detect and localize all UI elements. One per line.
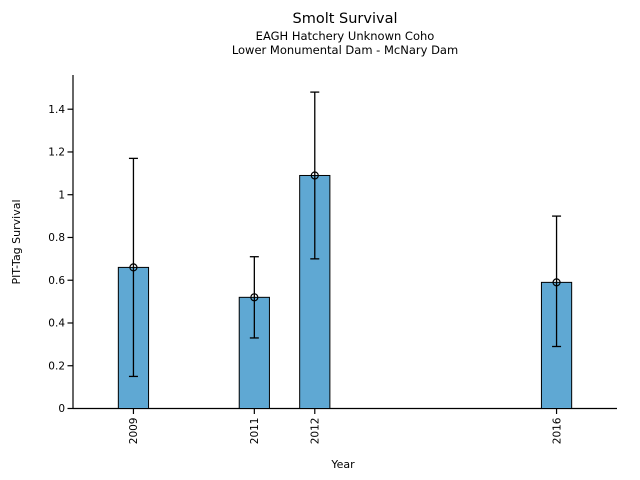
point-marker-2011 [250, 293, 259, 302]
point-marker-2009 [129, 263, 138, 272]
x-tick-label: 2009 [128, 418, 140, 445]
x-axis-label: Year [330, 458, 355, 471]
y-tick-label: 1.4 [48, 104, 65, 116]
y-tick-label: 0.2 [48, 360, 65, 372]
y-axis-label: PIT-Tag Survival [10, 199, 23, 284]
x-tick-label: 2012 [309, 418, 321, 445]
chart-title: Smolt Survival [292, 11, 398, 27]
y-tick-label: 0 [58, 403, 65, 415]
y-tick-label: 1.2 [48, 147, 65, 159]
point-marker-2012 [310, 171, 319, 180]
y-tick-label: 0.6 [48, 275, 65, 287]
y-tick-label: 1 [58, 189, 65, 201]
point-marker-2016 [552, 278, 561, 287]
y-tick-label: 0.4 [48, 318, 65, 330]
chart-header: Smolt Survival EAGH Hatchery Unknown Coh… [73, 10, 617, 57]
chart-subtitle-line1: EAGH Hatchery Unknown Coho [255, 29, 435, 43]
x-tick-label: 2016 [551, 417, 563, 444]
x-tick-label: 2011 [249, 418, 261, 445]
y-tick-label: 0.8 [48, 232, 65, 244]
chart-subtitle-line2: Lower Monumental Dam - McNary Dam [231, 43, 459, 57]
